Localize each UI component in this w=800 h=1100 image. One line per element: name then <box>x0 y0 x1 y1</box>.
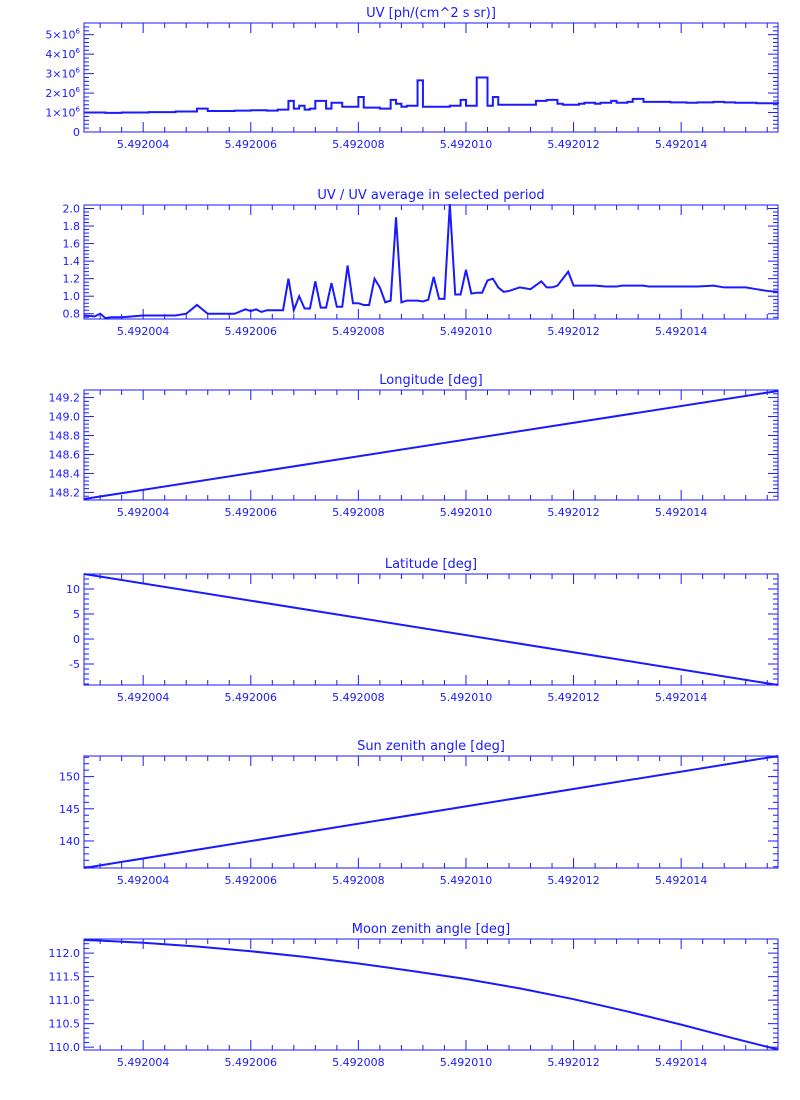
chart-title: Moon zenith angle [deg] <box>352 922 510 937</box>
chart-panel-1: UV [ph/(cm^2 s sr)] 5.492004 5.492006 5.492… <box>45 6 779 151</box>
y-tick-label: 0 <box>73 633 80 646</box>
x-tick-label: 5.492012 <box>547 691 600 704</box>
series-line <box>83 573 779 686</box>
y-tick-label: 4×106 <box>45 47 80 61</box>
y-tick-label: 3×106 <box>45 67 80 81</box>
y-tick-label: 0.8 <box>63 308 81 321</box>
x-tick-label: 5.492006 <box>225 506 278 519</box>
y-tick-label: 140 <box>59 835 80 848</box>
y-tick-label: 145 <box>59 803 80 816</box>
chart-title: Sun zenith angle [deg] <box>357 739 505 754</box>
chart-panel-3: Longitude [deg] 5.492004 5.492006 5.492008 5… <box>49 373 779 519</box>
x-tick-label: 5.492006 <box>225 325 278 338</box>
plot-frame <box>83 938 779 1051</box>
plot-frame <box>83 755 779 869</box>
plot-frame <box>83 204 779 320</box>
chart-panel-4: Latitude [deg] 5.492004 5.492006 5.492008 5.… <box>66 557 779 704</box>
y-tick-label: 112.0 <box>49 947 81 960</box>
y-tick-label: 110.0 <box>49 1041 81 1054</box>
x-tick-label: 5.492008 <box>332 691 385 704</box>
x-tick-label: 5.492004 <box>117 506 170 519</box>
x-tick-label: 5.492012 <box>547 325 600 338</box>
x-tick-label: 5.492014 <box>655 1056 708 1069</box>
x-tick-label: 5.492006 <box>225 874 278 887</box>
y-tick-label: 10 <box>66 583 80 596</box>
x-tick-label: 5.492006 <box>225 1056 278 1069</box>
x-tick-label: 5.492004 <box>117 325 170 338</box>
x-tick-label: 5.492010 <box>440 138 493 151</box>
x-tick-label: 5.492004 <box>117 138 170 151</box>
x-tick-label: 5.492008 <box>332 138 385 151</box>
x-tick-label: 5.492010 <box>440 506 493 519</box>
chart-title: UV / UV average in selected period <box>317 188 544 203</box>
chart-title: Latitude [deg] <box>385 557 477 572</box>
y-tick-label: 2×106 <box>45 86 80 100</box>
series-line <box>84 76 779 114</box>
x-tick-label: 5.492008 <box>332 874 385 887</box>
y-tick-label: -5 <box>69 658 80 671</box>
x-tick-label: 5.492008 <box>332 1056 385 1069</box>
x-tick-label: 5.492012 <box>547 506 600 519</box>
chart-panel-6: Moon zenith angle [deg] 5.492004 5.492006 5… <box>49 922 779 1069</box>
y-tick-label: 149.2 <box>49 392 81 405</box>
x-tick-label: 5.492010 <box>440 1056 493 1069</box>
y-tick-label: 5 <box>73 608 80 621</box>
x-tick-label: 5.492010 <box>440 874 493 887</box>
x-tick-label: 5.492014 <box>655 138 708 151</box>
series-line <box>83 938 779 1051</box>
y-tick-label: 1.8 <box>63 220 81 233</box>
y-tick-label: 148.6 <box>49 448 81 461</box>
y-tick-label: 148.4 <box>49 467 81 480</box>
x-tick-label: 5.492006 <box>225 691 278 704</box>
series-line <box>83 389 779 501</box>
series-line <box>83 755 779 869</box>
chart-panel-2: UV / UV average in selected period 5.4920… <box>63 188 779 338</box>
x-tick-label: 5.492004 <box>117 691 170 704</box>
x-tick-label: 5.492008 <box>332 506 385 519</box>
y-tick-label: 149.0 <box>49 411 81 424</box>
y-tick-label: 150 <box>59 771 80 784</box>
y-tick-label: 2.0 <box>63 203 81 216</box>
x-tick-label: 5.492010 <box>440 325 493 338</box>
y-tick-label: 1×106 <box>45 106 80 120</box>
x-tick-label: 5.492012 <box>547 1056 600 1069</box>
y-tick-label: 1.6 <box>63 238 81 251</box>
x-tick-label: 5.492014 <box>655 874 708 887</box>
y-tick-label: 1.2 <box>63 273 81 286</box>
series-line <box>83 204 779 320</box>
y-tick-label: 5×106 <box>45 28 80 42</box>
y-tick-label: 1.4 <box>63 255 81 268</box>
y-tick-label: 111.5 <box>49 971 81 984</box>
chart-panel-5: Sun zenith angle [deg] 5.492004 5.492006 5.… <box>59 739 779 887</box>
x-tick-label: 5.492004 <box>117 874 170 887</box>
y-tick-label: 110.5 <box>49 1018 81 1031</box>
y-tick-label: 148.2 <box>49 486 81 499</box>
y-tick-label: 148.8 <box>49 430 81 443</box>
y-tick-label: 0 <box>73 126 80 139</box>
x-tick-label: 5.492014 <box>655 506 708 519</box>
y-tick-label: 111.0 <box>49 994 81 1007</box>
y-tick-label: 1.0 <box>63 290 81 303</box>
chart-title: UV [ph/(cm^2 s sr)] <box>366 6 496 21</box>
x-tick-label: 5.492006 <box>225 138 278 151</box>
x-tick-label: 5.492010 <box>440 691 493 704</box>
x-tick-label: 5.492012 <box>547 138 600 151</box>
x-tick-label: 5.492014 <box>655 325 708 338</box>
plot-frame <box>83 22 779 133</box>
x-tick-label: 5.492004 <box>117 1056 170 1069</box>
x-tick-label: 5.492012 <box>547 874 600 887</box>
chart-title: Longitude [deg] <box>379 373 482 388</box>
plot-frame <box>83 389 779 501</box>
x-tick-label: 5.492008 <box>332 325 385 338</box>
x-tick-label: 5.492014 <box>655 691 708 704</box>
